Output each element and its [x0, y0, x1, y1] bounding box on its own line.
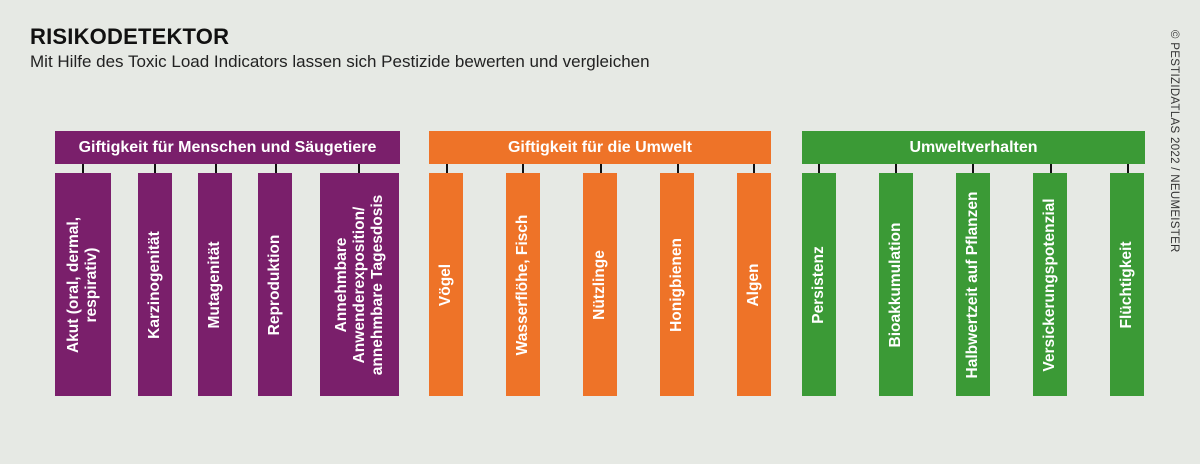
connector-tick: [677, 164, 679, 173]
category-bar-bioaccumulation: Bioakkumulation: [879, 173, 913, 396]
copyright-credit: © PESTIZIDATLAS 2022 / NEUMEISTER: [1168, 30, 1180, 253]
category-label: Flüchtigkeit: [1118, 241, 1135, 328]
chart-subtitle: Mit Hilfe des Toxic Load Indicators lass…: [30, 52, 650, 71]
category-label: Karzinogenität: [146, 230, 163, 339]
category-bar-mutagenicity: Mutagenität: [198, 173, 232, 396]
group-header-environmental-behaviour: Umweltverhalten: [802, 131, 1145, 164]
category-label: Annehmbare Anwenderexposition/ annehmbar…: [332, 194, 386, 375]
chart-title: RISIKODETEKTOR: [30, 24, 230, 49]
connector-tick: [818, 164, 820, 173]
category-bar-algae: Algen: [737, 173, 771, 396]
category-bar-beneficials: Nützlinge: [583, 173, 617, 396]
category-label: Akut (oral, dermal, respirativ): [65, 216, 100, 353]
category-bar-birds: Vögel: [429, 173, 463, 396]
category-label: Wasserflöhe, Fisch: [514, 214, 531, 355]
category-bar-honeybees: Honigbienen: [660, 173, 694, 396]
group-header-label: Giftigkeit für die Umwelt: [507, 138, 692, 156]
connector-tick: [82, 164, 84, 173]
connector-tick: [895, 164, 897, 173]
category-label: Versickerungspotenzial: [1041, 197, 1058, 372]
category-label: Algen: [745, 262, 762, 307]
category-bar-volatility: Flüchtigkeit: [1110, 173, 1144, 396]
connector-tick: [1050, 164, 1052, 173]
group-header-label: Giftigkeit für Menschen und Säugetiere: [78, 138, 377, 156]
connector-tick: [215, 164, 217, 173]
category-label: Bioakkumulation: [887, 222, 904, 347]
connector-tick: [600, 164, 602, 173]
connector-tick: [972, 164, 974, 173]
connector-tick: [154, 164, 156, 173]
connector-tick: [446, 164, 448, 173]
category-bar-persistence: Persistenz: [802, 173, 836, 396]
category-label: Honigbienen: [668, 237, 685, 332]
category-label: Nützlinge: [591, 249, 608, 320]
category-bar-leaching-potential: Versickerungspotenzial: [1033, 173, 1067, 396]
connector-tick: [358, 164, 360, 173]
category-label: Persistenz: [810, 245, 827, 324]
connector-tick: [275, 164, 277, 173]
group-header-environmental-toxicity: Giftigkeit für die Umwelt: [429, 131, 771, 164]
category-bar-half-life-plants: Halbwertzeit auf Pflanzen: [956, 173, 990, 396]
group-header-label: Umweltverhalten: [909, 138, 1038, 156]
connector-tick: [1127, 164, 1129, 173]
category-bar-acute: Akut (oral, dermal, respirativ): [55, 173, 111, 396]
group-header-human-toxicity: Giftigkeit für Menschen und Säugetiere: [55, 131, 400, 164]
category-label: Mutagenität: [206, 241, 223, 328]
category-bar-carcinogenicity: Karzinogenität: [138, 173, 172, 396]
category-label: Reproduktion: [266, 234, 283, 335]
connector-tick: [753, 164, 755, 173]
category-label: Vögel: [437, 263, 454, 306]
connector-tick: [522, 164, 524, 173]
category-bar-reproduction: Reproduktion: [258, 173, 292, 396]
category-bar-daphnia-fish: Wasserflöhe, Fisch: [506, 173, 540, 396]
category-label: Halbwertzeit auf Pflanzen: [964, 191, 981, 378]
category-bar-exposure: Annehmbare Anwenderexposition/ annehmbar…: [320, 173, 399, 396]
